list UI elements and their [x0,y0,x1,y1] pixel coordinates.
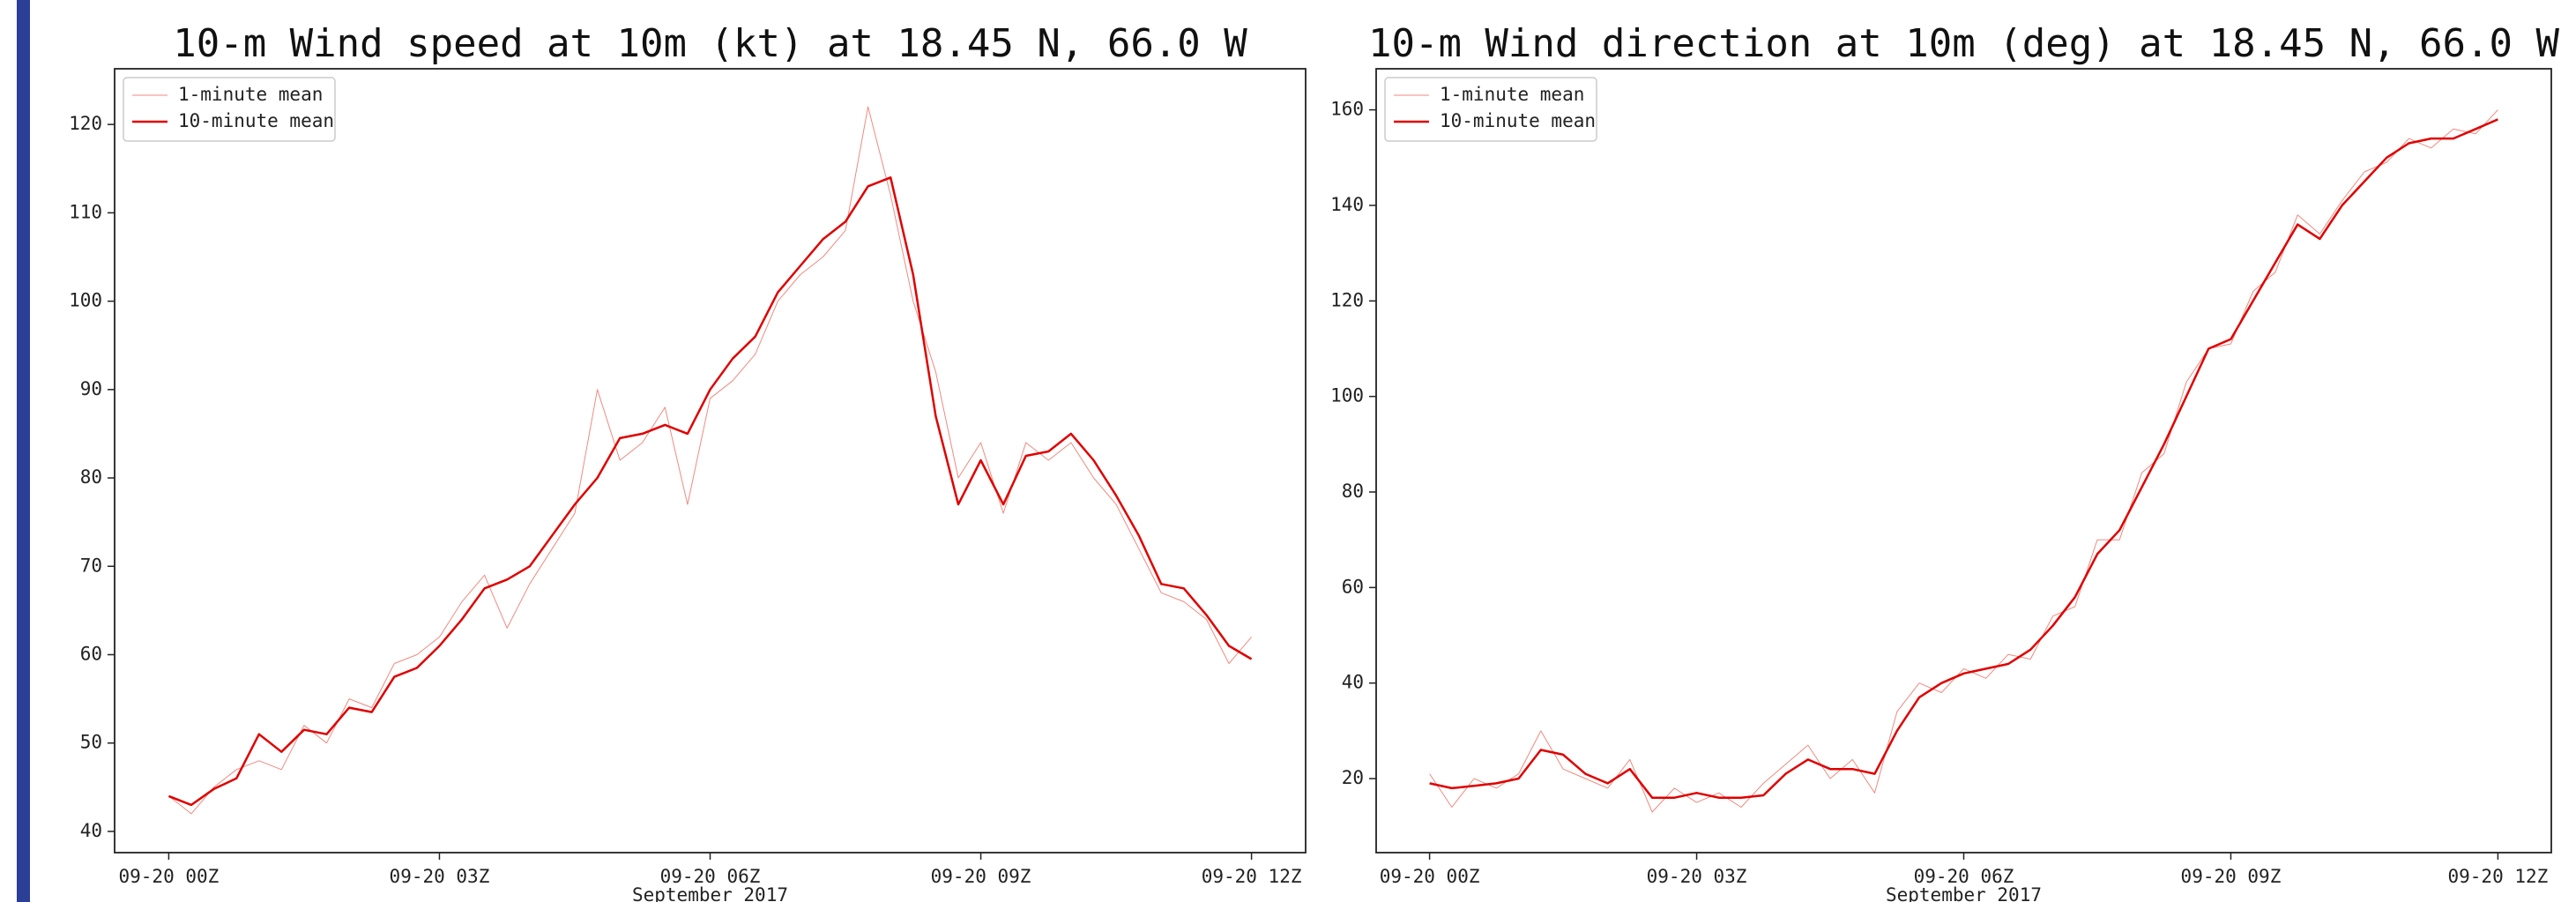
y-tick-label: 40 [1342,672,1364,693]
y-tick-label: 60 [80,643,102,664]
y-tick-label: 100 [69,290,102,311]
legend-box [123,77,336,142]
x-tick-label: 09-20 12Z [1202,866,1302,887]
axes-frame [114,68,1307,854]
y-tick-label: 80 [80,466,102,488]
x-axis-label: September 2017 [1886,884,2042,902]
y-tick-label: 110 [69,201,102,222]
y-tick-label: 140 [1330,194,1364,215]
y-tick-label: 50 [80,732,102,753]
chart-title: 10-m Wind direction at 10m (deg) at 18.4… [1368,21,2560,66]
y-tick-label: 60 [1342,576,1364,597]
x-axis-label: September 2017 [632,884,788,902]
legend-label: 1-minute mean [1440,84,1584,105]
side-bar [17,0,30,902]
x-tick-label: 09-20 09Z [2181,866,2282,887]
x-tick-label: 09-20 00Z [119,866,220,887]
series-line [1429,118,2498,799]
series-line [1429,109,2498,813]
y-tick-label: 120 [69,113,102,134]
y-tick-label: 80 [1342,481,1364,502]
x-tick-label: 09-20 06Z [1914,866,2014,887]
legend-label: 10-minute mean [1440,110,1596,131]
x-tick-label: 09-20 12Z [2448,866,2549,887]
y-tick-label: 90 [80,378,102,399]
legend-label: 10-minute mean [178,110,334,131]
x-tick-label: 09-20 03Z [390,866,490,887]
series-line [168,176,1253,807]
x-tick-label: 09-20 00Z [1380,866,1480,887]
y-tick-label: 100 [1330,385,1364,406]
series-line [168,106,1252,815]
y-tick-label: 160 [1330,99,1364,120]
x-tick-label: 09-20 09Z [931,866,1031,887]
y-tick-label: 70 [80,555,102,576]
y-tick-label: 20 [1342,767,1364,788]
legend-box [1384,77,1597,142]
x-tick-label: 09-20 06Z [660,866,761,887]
axes-frame [1375,68,2552,854]
legend-label: 1-minute mean [178,84,323,105]
chart-title: 10-m Wind speed at 10m (kt) at 18.45 N, … [173,21,1247,66]
y-tick-label: 120 [1330,289,1364,310]
x-tick-label: 09-20 03Z [1647,866,1747,887]
y-tick-label: 40 [80,820,102,841]
